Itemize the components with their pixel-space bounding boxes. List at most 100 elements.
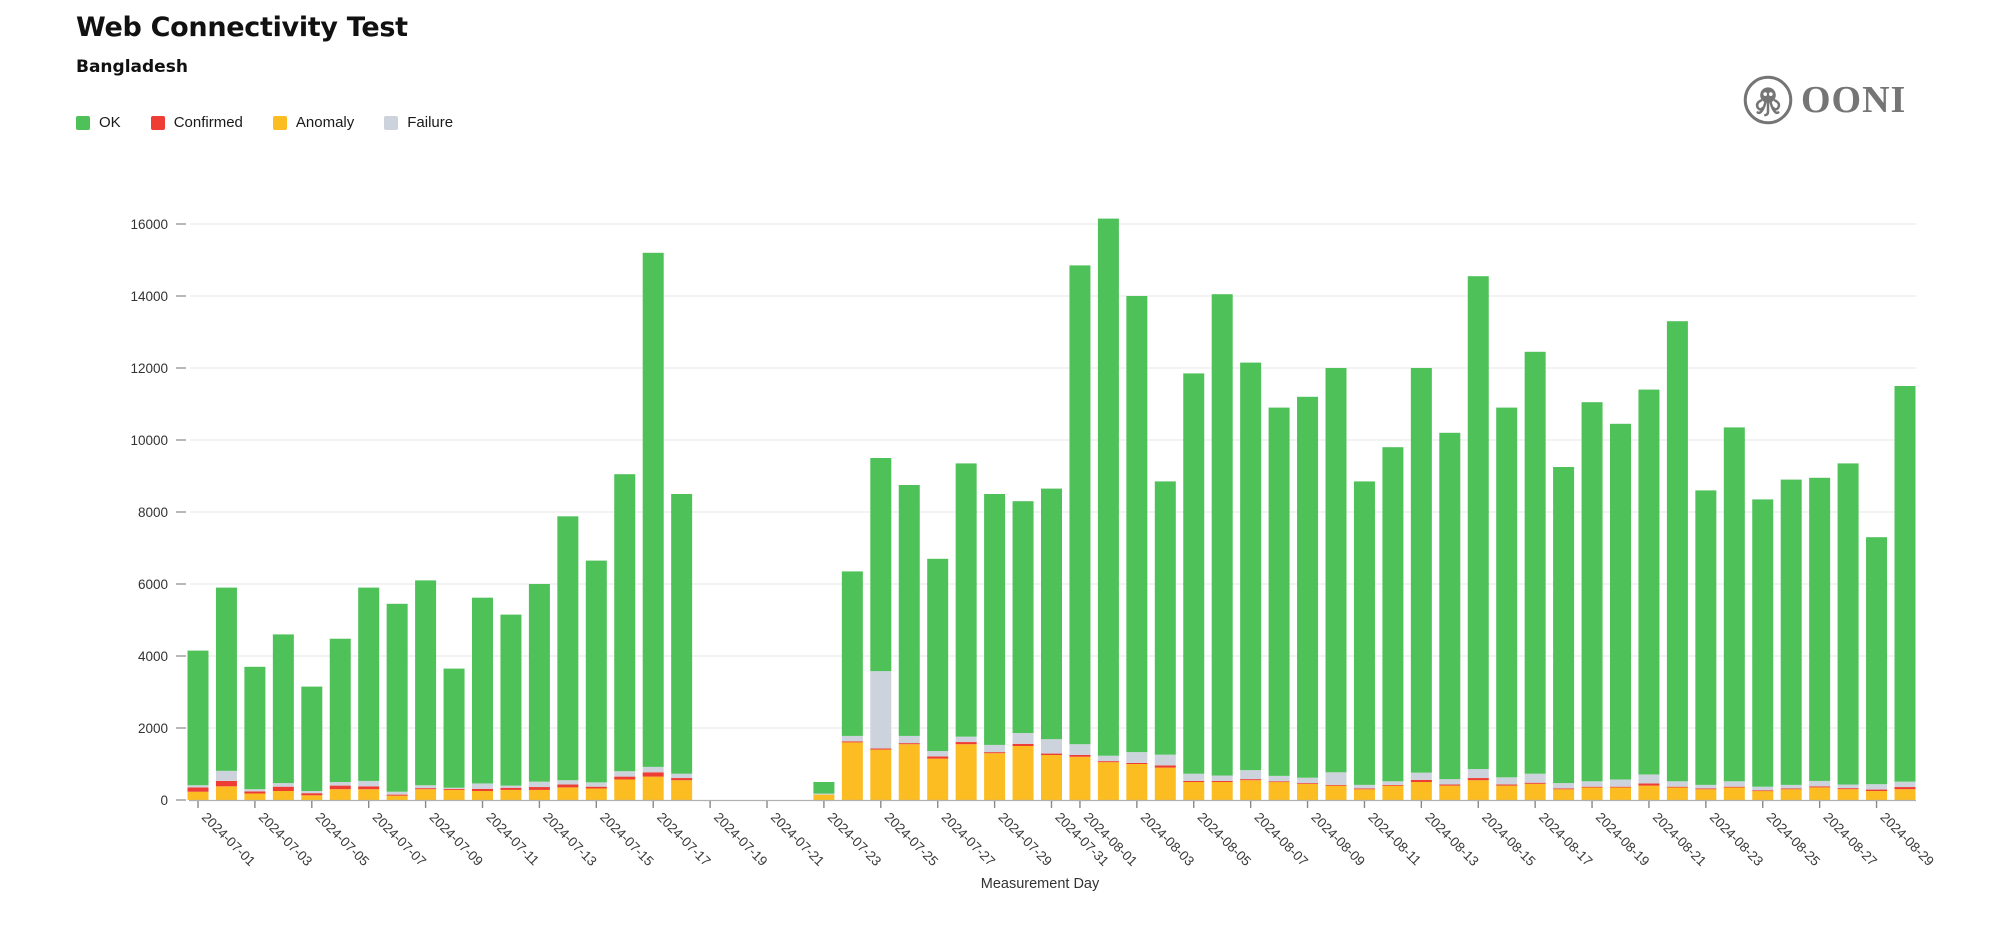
bar-segment-anomaly-2024-08-24[interactable] bbox=[1723, 787, 1745, 800]
bar-segment-ok-2024-07-23[interactable] bbox=[813, 782, 835, 794]
bar-segment-failure-2024-08-09[interactable] bbox=[1297, 777, 1319, 784]
bar-segment-anomaly-2024-07-05[interactable] bbox=[301, 795, 323, 800]
bar-segment-ok-2024-08-24[interactable] bbox=[1723, 427, 1745, 782]
bar-segment-ok-2024-08-19[interactable] bbox=[1581, 402, 1603, 782]
bar-segment-confirmed-2024-08-30[interactable] bbox=[1894, 787, 1916, 790]
bar-segment-anomaly-2024-08-18[interactable] bbox=[1553, 789, 1575, 800]
bar-segment-failure-2024-07-02[interactable] bbox=[215, 770, 237, 781]
bar-segment-failure-2024-07-15[interactable] bbox=[585, 782, 607, 787]
bar-segment-anomaly-2024-08-03[interactable] bbox=[1126, 764, 1148, 800]
bar-segment-failure-2024-07-07[interactable] bbox=[358, 780, 380, 787]
bar-segment-failure-2024-08-22[interactable] bbox=[1666, 781, 1688, 787]
bar-segment-failure-2024-07-09[interactable] bbox=[415, 785, 437, 789]
bar-segment-confirmed-2024-07-06[interactable] bbox=[329, 785, 351, 790]
bar-segment-confirmed-2024-07-08[interactable] bbox=[386, 794, 408, 796]
bar-segment-failure-2024-07-03[interactable] bbox=[244, 789, 266, 792]
bar-segment-anomaly-2024-08-23[interactable] bbox=[1695, 789, 1717, 800]
bar-segment-confirmed-2024-08-22[interactable] bbox=[1666, 786, 1688, 788]
bar-segment-ok-2024-07-15[interactable] bbox=[585, 560, 607, 783]
bar-segment-ok-2024-07-01[interactable] bbox=[187, 650, 209, 786]
bar-segment-anomaly-2024-08-30[interactable] bbox=[1894, 789, 1916, 800]
bar-segment-ok-2024-08-28[interactable] bbox=[1837, 463, 1859, 785]
bar-segment-ok-2024-08-29[interactable] bbox=[1866, 537, 1888, 785]
bar-segment-confirmed-2024-08-11[interactable] bbox=[1353, 788, 1375, 790]
bar-segment-confirmed-2024-08-29[interactable] bbox=[1866, 789, 1888, 791]
bar-segment-confirmed-2024-07-29[interactable] bbox=[984, 752, 1006, 754]
bar-segment-failure-2024-08-07[interactable] bbox=[1240, 770, 1262, 780]
bar-segment-failure-2024-08-03[interactable] bbox=[1126, 752, 1148, 763]
bar-segment-anomaly-2024-07-12[interactable] bbox=[500, 789, 522, 800]
bar-segment-failure-2024-07-16[interactable] bbox=[614, 771, 636, 777]
bar-segment-ok-2024-07-25[interactable] bbox=[870, 458, 892, 672]
bar-segment-confirmed-2024-08-06[interactable] bbox=[1211, 780, 1233, 782]
bar-segment-failure-2024-08-27[interactable] bbox=[1809, 780, 1831, 787]
bar-segment-failure-2024-08-04[interactable] bbox=[1154, 754, 1176, 766]
bar-segment-failure-2024-07-14[interactable] bbox=[557, 780, 579, 785]
bar-segment-failure-2024-08-23[interactable] bbox=[1695, 784, 1717, 789]
bar-segment-failure-2024-07-04[interactable] bbox=[272, 783, 294, 787]
bar-segment-confirmed-2024-08-02[interactable] bbox=[1097, 761, 1119, 763]
bar-segment-confirmed-2024-07-07[interactable] bbox=[358, 786, 380, 790]
bar-segment-confirmed-2024-07-02[interactable] bbox=[215, 780, 237, 787]
bar-segment-failure-2024-08-18[interactable] bbox=[1553, 783, 1575, 789]
bar-segment-anomaly-2024-08-15[interactable] bbox=[1467, 780, 1489, 800]
bar-segment-failure-2024-08-13[interactable] bbox=[1410, 772, 1432, 780]
bar-segment-confirmed-2024-08-05[interactable] bbox=[1183, 780, 1205, 782]
bar-segment-ok-2024-08-18[interactable] bbox=[1553, 467, 1575, 784]
bar-segment-anomaly-2024-08-09[interactable] bbox=[1297, 783, 1319, 800]
bar-segment-anomaly-2024-08-17[interactable] bbox=[1524, 783, 1546, 800]
bar-segment-ok-2024-07-26[interactable] bbox=[898, 485, 920, 736]
bar-segment-confirmed-2024-08-13[interactable] bbox=[1410, 779, 1432, 782]
bar-segment-ok-2024-07-27[interactable] bbox=[927, 558, 949, 752]
bar-segment-ok-2024-07-03[interactable] bbox=[244, 666, 266, 790]
bar-segment-failure-2024-08-21[interactable] bbox=[1638, 774, 1660, 784]
bar-segment-ok-2024-08-10[interactable] bbox=[1325, 368, 1347, 773]
bar-segment-failure-2024-08-02[interactable] bbox=[1097, 755, 1119, 762]
bar-segment-failure-2024-07-11[interactable] bbox=[472, 783, 493, 789]
bar-segment-anomaly-2024-08-20[interactable] bbox=[1610, 787, 1631, 800]
bar-segment-confirmed-2024-07-04[interactable] bbox=[272, 786, 294, 791]
bar-segment-confirmed-2024-08-27[interactable] bbox=[1809, 786, 1831, 788]
bar-segment-failure-2024-08-30[interactable] bbox=[1894, 781, 1916, 788]
bar-segment-anomaly-2024-08-26[interactable] bbox=[1780, 789, 1802, 800]
bar-segment-failure-2024-08-10[interactable] bbox=[1325, 772, 1347, 785]
bar-segment-confirmed-2024-08-21[interactable] bbox=[1638, 783, 1660, 786]
bar-segment-anomaly-2024-07-08[interactable] bbox=[386, 795, 408, 800]
bar-segment-anomaly-2024-08-25[interactable] bbox=[1752, 791, 1774, 800]
bar-segment-confirmed-2024-08-09[interactable] bbox=[1297, 783, 1319, 784]
bar-segment-failure-2024-07-24[interactable] bbox=[841, 735, 863, 742]
bar-segment-anomaly-2024-08-06[interactable] bbox=[1211, 782, 1233, 800]
bar-segment-anomaly-2024-07-28[interactable] bbox=[955, 744, 977, 800]
bar-segment-confirmed-2024-07-26[interactable] bbox=[898, 743, 920, 745]
bar-segment-failure-2024-07-29[interactable] bbox=[984, 744, 1006, 753]
bar-segment-failure-2024-07-05[interactable] bbox=[301, 791, 323, 794]
bar-segment-anomaly-2024-07-09[interactable] bbox=[415, 789, 437, 800]
bar-segment-confirmed-2024-07-03[interactable] bbox=[244, 791, 266, 794]
bar-segment-confirmed-2024-08-16[interactable] bbox=[1496, 784, 1518, 786]
bar-segment-confirmed-2024-08-26[interactable] bbox=[1780, 788, 1802, 790]
bar-segment-anomaly-2024-08-27[interactable] bbox=[1809, 787, 1831, 800]
bar-segment-failure-2024-08-06[interactable] bbox=[1211, 775, 1233, 781]
bar-segment-anomaly-2024-07-27[interactable] bbox=[927, 758, 949, 800]
bar-segment-confirmed-2024-08-24[interactable] bbox=[1723, 786, 1745, 788]
bar-segment-anomaly-2024-08-16[interactable] bbox=[1496, 785, 1518, 800]
bar-segment-anomaly-2024-07-10[interactable] bbox=[443, 789, 465, 800]
bar-segment-ok-2024-07-08[interactable] bbox=[386, 603, 408, 792]
bar-segment-ok-2024-07-29[interactable] bbox=[984, 494, 1006, 745]
bar-segment-confirmed-2024-08-19[interactable] bbox=[1581, 786, 1603, 788]
bar-segment-ok-2024-07-09[interactable] bbox=[415, 580, 437, 786]
bar-segment-ok-2024-07-02[interactable] bbox=[215, 587, 237, 771]
bar-segment-confirmed-2024-07-25[interactable] bbox=[870, 748, 892, 750]
bar-segment-confirmed-2024-08-23[interactable] bbox=[1695, 788, 1717, 790]
bar-segment-confirmed-2024-08-14[interactable] bbox=[1439, 784, 1461, 786]
bar-segment-anomaly-2024-08-12[interactable] bbox=[1382, 785, 1404, 800]
bar-segment-failure-2024-08-01[interactable] bbox=[1069, 744, 1091, 755]
bar-segment-anomaly-2024-07-16[interactable] bbox=[614, 779, 636, 800]
bar-segment-failure-2024-07-23[interactable] bbox=[813, 793, 835, 795]
bar-segment-anomaly-2024-07-04[interactable] bbox=[272, 791, 294, 800]
bar-segment-ok-2024-07-11[interactable] bbox=[472, 597, 493, 784]
bar-segment-failure-2024-08-29[interactable] bbox=[1866, 784, 1888, 790]
bar-segment-anomaly-2024-08-14[interactable] bbox=[1439, 785, 1461, 800]
bar-segment-ok-2024-07-24[interactable] bbox=[841, 571, 863, 736]
bar-segment-confirmed-2024-08-01[interactable] bbox=[1069, 755, 1091, 757]
